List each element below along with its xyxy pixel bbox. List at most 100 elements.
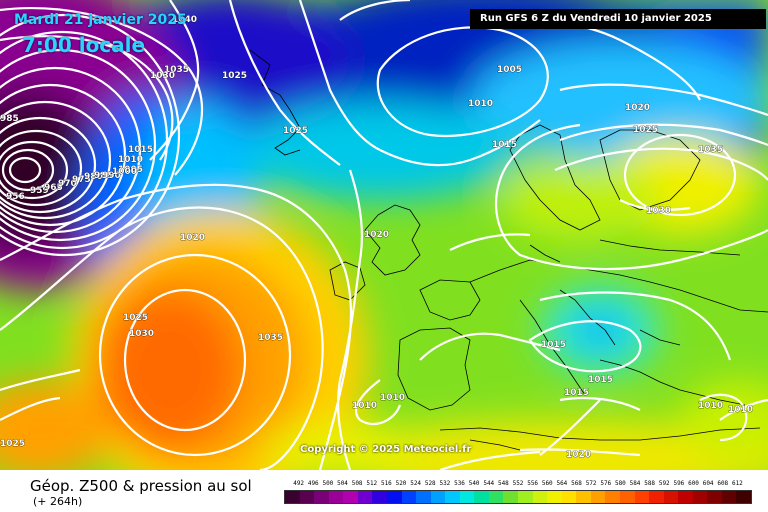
- isobar-label: 1000: [112, 167, 137, 177]
- scale-swatch: [532, 491, 548, 503]
- scale-label: 508: [351, 480, 363, 487]
- isobar-label: 1005: [118, 165, 143, 175]
- color-scale-bar: [284, 490, 752, 504]
- isobar-label: 1020: [566, 450, 591, 460]
- scale-label: 516: [380, 480, 392, 487]
- copyright-notice: Copyright © 2025 Meteociel.fr: [300, 444, 472, 455]
- isobars: [0, 0, 768, 470]
- scale-swatch: [445, 491, 460, 503]
- scale-label: 496: [307, 480, 319, 487]
- scale-label: 584: [629, 480, 641, 487]
- scale-label: 568: [571, 480, 582, 487]
- scale-label: 600: [688, 480, 699, 487]
- scale-swatch: [430, 491, 446, 503]
- isobar-label: 1015: [588, 375, 613, 385]
- scale-label: 536: [454, 480, 465, 487]
- scale-swatch: [372, 491, 387, 503]
- isobar-label: 1035: [258, 333, 283, 343]
- scale-swatch: [328, 491, 344, 503]
- weather-map: 1040 1035 1030 1025 1025 1015 1010 1005 …: [0, 0, 768, 470]
- scale-swatch: [474, 491, 489, 503]
- scale-label: 612: [731, 480, 743, 487]
- legend-footer: Géop. Z500 & pression au sol (+ 264h) 49…: [0, 470, 768, 512]
- scale-swatch: [299, 491, 315, 503]
- scale-label: 520: [395, 480, 407, 487]
- color-scale-labels: 492 496 500 504 508 512 516 520 524 528 532 536 540 5…: [284, 480, 752, 490]
- scale-swatch: [736, 491, 751, 503]
- isobar-label: 1005: [497, 65, 522, 75]
- isobar-label: 1010: [468, 99, 493, 109]
- scale-label: 512: [366, 480, 378, 487]
- scale-label: 548: [497, 480, 509, 487]
- scale-label: 504: [337, 480, 348, 487]
- scale-label: 500: [322, 480, 334, 487]
- forecast-date: Mardi 21 janvier 2025: [14, 12, 187, 28]
- isobar-label: 965: [44, 183, 63, 193]
- scale-swatch: [357, 491, 373, 503]
- scale-swatch: [634, 491, 650, 503]
- isobar-label: 1015: [564, 388, 589, 398]
- scale-label: 596: [673, 480, 685, 487]
- isobar-label: 990: [102, 171, 121, 181]
- isobar-label: 985: [0, 114, 19, 124]
- isobar-label: 1025: [123, 313, 148, 323]
- scale-label: 544: [483, 480, 495, 487]
- scale-label: 492: [293, 480, 305, 487]
- isobar-label: 1015: [541, 340, 566, 350]
- scale-swatch: [503, 491, 518, 503]
- isobar-label: 1035: [164, 65, 189, 75]
- isobar-label: 1010: [380, 393, 405, 403]
- scale-swatch: [343, 491, 358, 503]
- isobar-label: 1015: [492, 140, 517, 150]
- scale-swatch: [649, 491, 664, 503]
- scale-swatch: [561, 491, 577, 503]
- scale-swatch: [619, 491, 635, 503]
- scale-swatch: [678, 491, 693, 503]
- scale-label: 524: [410, 480, 422, 487]
- scale-label: 576: [600, 480, 612, 487]
- scale-swatch: [605, 491, 620, 503]
- forecast-range: (+ 264h): [33, 495, 83, 508]
- scale-label: 560: [541, 480, 553, 487]
- isobar-label: 985: [94, 171, 113, 181]
- isobar-label: 1020: [364, 230, 389, 240]
- isobar-label: 1030: [646, 206, 671, 216]
- scale-swatch: [721, 491, 737, 503]
- isobar-label: 1040: [172, 15, 197, 25]
- isobar-label: 1025: [633, 125, 658, 135]
- scale-swatch: [401, 491, 417, 503]
- scale-label: 608: [717, 480, 729, 487]
- map-title: Géop. Z500 & pression au sol: [30, 477, 252, 495]
- isobar-label: 1020: [180, 233, 205, 243]
- isobar-label: 956: [6, 192, 25, 202]
- scale-label: 564: [556, 480, 568, 487]
- scale-swatch: [707, 491, 722, 503]
- scale-label: 580: [614, 480, 626, 487]
- scale-swatch: [518, 491, 533, 503]
- isobar-label: 1025: [222, 71, 247, 81]
- isobar-label: 1015: [128, 145, 153, 155]
- forecast-time: 7:00 locale: [22, 33, 146, 57]
- isobar-label: 1010: [698, 401, 723, 411]
- isobar-label: 1010: [352, 401, 377, 411]
- model-run-label: Run GFS 6 Z du Vendredi 10 janvier 2025: [470, 9, 766, 29]
- isobar-label: 1010: [728, 405, 753, 415]
- scale-label: 552: [512, 480, 524, 487]
- scale-label: 532: [439, 480, 451, 487]
- isobar-label: 1020: [625, 103, 650, 113]
- scale-label: 556: [527, 480, 539, 487]
- scale-swatch: [576, 491, 591, 503]
- scale-swatch: [285, 491, 300, 503]
- scale-label: 572: [585, 480, 597, 487]
- isobar-label: 1030: [129, 329, 154, 339]
- isobar-label: 980: [84, 172, 103, 182]
- isobar-label: 1035: [698, 145, 723, 155]
- isobar-label: 975: [72, 175, 91, 185]
- scale-swatch: [692, 491, 708, 503]
- scale-label: 604: [702, 480, 714, 487]
- isobar-label: 1030: [150, 71, 175, 81]
- scale-label: 540: [468, 480, 480, 487]
- scale-swatch: [386, 491, 402, 503]
- scale-label: 592: [658, 480, 670, 487]
